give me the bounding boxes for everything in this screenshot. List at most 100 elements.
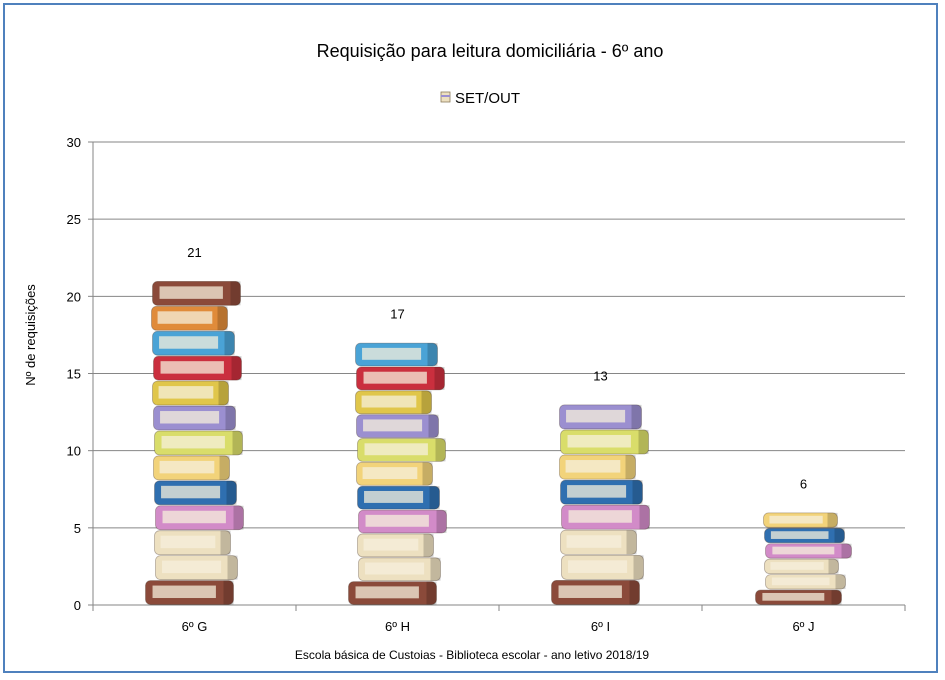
book-pages <box>771 577 830 586</box>
book-spine <box>835 574 846 590</box>
book-spine <box>436 510 447 533</box>
book-spine <box>631 404 642 429</box>
book-spine <box>223 580 234 605</box>
book-spine <box>430 557 441 581</box>
book-spine <box>434 366 445 390</box>
data-labels: 21 17 13 6 <box>187 245 807 492</box>
book-spine <box>629 580 640 605</box>
y-axis-label: Nº de requisições <box>23 284 38 386</box>
book-pages <box>567 485 627 498</box>
book-spine <box>639 505 650 530</box>
data-label: 13 <box>593 368 607 383</box>
y-tick-label: 0 <box>74 598 81 613</box>
book-pages <box>159 336 219 349</box>
book-pages <box>162 510 226 524</box>
data-label: 17 <box>390 307 404 322</box>
book-pages <box>365 562 425 575</box>
book-spine <box>421 390 432 414</box>
y-tick-label: 30 <box>67 135 81 150</box>
book-spine <box>633 555 644 580</box>
book-pages <box>762 592 825 601</box>
y-tick-label: 5 <box>74 521 81 536</box>
book-pages <box>162 560 222 574</box>
book-spine <box>626 530 637 555</box>
y-tick-label: 25 <box>67 212 81 227</box>
book-spine <box>632 480 643 505</box>
book-spine <box>435 438 446 462</box>
book-pages <box>363 371 427 384</box>
book-pages <box>567 434 631 448</box>
bar-book-stack <box>145 280 244 605</box>
y-tick-label: 10 <box>67 444 81 459</box>
legend-label: SET/OUT <box>455 90 520 107</box>
book-spine <box>224 331 235 356</box>
book-pages <box>161 435 225 449</box>
book-pages <box>769 515 823 524</box>
bar-book-stack <box>755 512 852 605</box>
book-pages <box>157 311 213 324</box>
book-pages <box>362 347 422 360</box>
book-spine <box>834 528 845 543</box>
book-spine <box>226 480 237 505</box>
book-pages <box>364 490 424 503</box>
book-spine <box>230 281 241 306</box>
book-spine <box>219 455 230 480</box>
x-tick-label: 6º G <box>182 619 208 634</box>
book-pages <box>363 538 419 551</box>
y-axis-ticks: 0 5 10 15 20 25 30 <box>67 135 94 613</box>
book-pages <box>566 409 626 423</box>
book-pages <box>558 585 622 598</box>
book-spine <box>625 455 636 480</box>
legend: SET/OUT <box>440 90 520 107</box>
chart-title: Requisição para leitura domiciliária - 6… <box>317 41 664 61</box>
book-pages <box>363 419 423 432</box>
book-spine <box>427 343 438 366</box>
book-pages <box>355 586 419 599</box>
book-pages <box>365 514 429 527</box>
book-spine <box>218 381 229 406</box>
bars <box>145 280 852 605</box>
book-pages <box>160 361 224 374</box>
book-pages <box>362 467 418 480</box>
book-pages <box>772 546 835 555</box>
book-pages <box>161 485 221 499</box>
book-spine <box>828 559 839 574</box>
footer-caption: Escola básica de Custoias - Biblioteca e… <box>295 648 650 662</box>
x-tick-label: 6º H <box>385 619 410 634</box>
book-spine <box>638 429 649 455</box>
x-tick-label: 6º I <box>591 619 610 634</box>
book-pages <box>770 562 824 570</box>
book-pages <box>568 560 628 573</box>
book-spine <box>422 462 433 486</box>
book-spine <box>841 543 852 559</box>
book-spine <box>217 306 228 331</box>
book-spine <box>429 486 440 510</box>
x-axis-ticks: 6º G 6º H 6º I 6º J <box>92 605 906 634</box>
bar-book-stack <box>348 342 447 605</box>
book-pages <box>361 395 417 408</box>
book-pages <box>566 535 622 548</box>
book-pages <box>160 411 220 424</box>
data-label: 6 <box>800 476 807 491</box>
book-pages <box>152 585 216 599</box>
book-spine <box>233 505 244 530</box>
legend-swatch-icon <box>440 91 451 103</box>
book-pages <box>159 460 215 474</box>
book-spine <box>225 406 236 430</box>
y-tick-label: 20 <box>67 289 81 304</box>
x-tick-label: 6º J <box>792 619 814 634</box>
legend-swatch-band <box>441 95 450 97</box>
book-spine <box>232 430 243 455</box>
bar-book-stack <box>551 404 650 605</box>
book-spine <box>426 581 437 605</box>
book-spine <box>831 590 842 605</box>
data-label: 21 <box>187 245 201 260</box>
book-pages <box>160 535 216 549</box>
book-spine <box>423 533 434 557</box>
book-spine <box>220 530 231 555</box>
book-pages <box>770 531 829 539</box>
book-pages <box>568 510 632 523</box>
book-pages <box>565 460 621 473</box>
book-spine <box>227 555 238 580</box>
